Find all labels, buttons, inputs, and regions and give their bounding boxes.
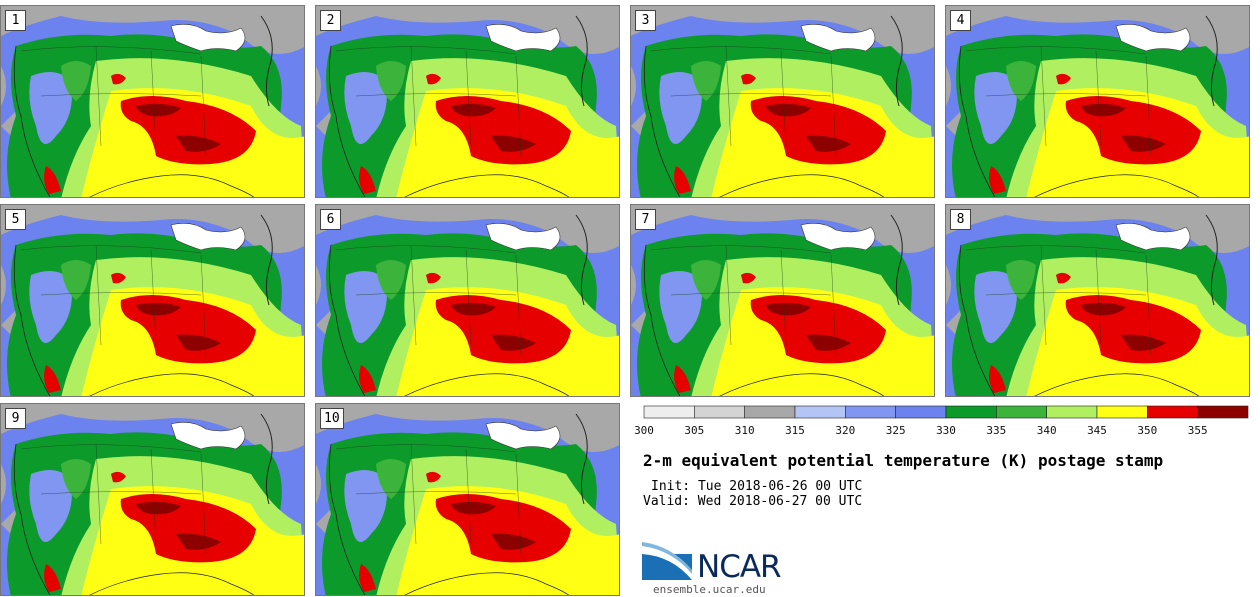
ensemble-member-map: 5: [0, 204, 305, 397]
colorbar-tick-label: 330: [936, 424, 956, 437]
member-number-label: 2: [320, 10, 341, 31]
ncar-logo-icon: [642, 542, 692, 580]
colorbar-tick-label: 350: [1137, 424, 1158, 437]
ensemble-member-map: 7: [630, 204, 935, 397]
ensemble-member-map: 1: [0, 5, 305, 198]
map-image: [1, 205, 304, 396]
colorbar-tick-label: 305: [684, 424, 705, 437]
colorbar-segment: [945, 405, 997, 419]
map-image: [1, 6, 304, 197]
init-time: Init: Tue 2018-06-26 00 UTC: [651, 479, 863, 494]
map-image: [316, 205, 619, 396]
colorbar: [643, 405, 1249, 419]
map-image: [631, 205, 934, 396]
valid-time: Valid: Wed 2018-06-27 00 UTC: [643, 494, 863, 509]
member-number-label: 10: [320, 408, 344, 429]
colorbar-tick-label: 300: [634, 424, 654, 437]
figure-title: 2-m equivalent potential temperature (K)…: [643, 451, 1164, 470]
map-image: [946, 6, 1249, 197]
colorbar-tick-label: 315: [785, 424, 805, 437]
ensemble-member-map: 8: [945, 204, 1250, 397]
member-number-label: 1: [5, 10, 26, 31]
map-image: [316, 6, 619, 197]
colorbar-segment: [744, 405, 796, 419]
member-number-label: 6: [320, 209, 341, 230]
colorbar-segment: [794, 405, 846, 419]
map-image: [316, 404, 619, 595]
colorbar-segment: [895, 405, 947, 419]
ensemble-member-map: 4: [945, 5, 1250, 198]
colorbar-tick-label: 310: [734, 424, 755, 437]
colorbar-tick-label: 340: [1036, 424, 1057, 437]
ncar-logo-text: NCAR: [697, 549, 782, 585]
colorbar-tick-label: 325: [885, 424, 906, 437]
member-number-label: 8: [950, 209, 971, 230]
colorbar-segment: [694, 405, 745, 419]
member-number-label: 5: [5, 209, 26, 230]
ensemble-member-map: 3: [630, 5, 935, 198]
member-number-label: 3: [635, 10, 656, 31]
colorbar-segment: [1147, 405, 1198, 419]
map-image: [1, 404, 304, 595]
ensemble-member-map: 6: [315, 204, 620, 397]
colorbar-segment: [1197, 405, 1249, 419]
colorbar-tick-label: 355: [1187, 424, 1208, 437]
ensemble-member-map: 2: [315, 5, 620, 198]
colorbar-tick-label: 320: [835, 424, 856, 437]
colorbar-segment: [1046, 405, 1098, 419]
map-image: [946, 205, 1249, 396]
map-image: [631, 6, 934, 197]
member-number-label: 7: [635, 209, 656, 230]
colorbar-tick-label: 335: [986, 424, 1007, 437]
member-number-label: 4: [950, 10, 971, 31]
ensemble-member-map: 10: [315, 403, 620, 596]
colorbar-segment: [845, 405, 896, 419]
colorbar-segment: [1096, 405, 1148, 419]
colorbar-segment: [643, 405, 695, 419]
ensemble-member-map: 9: [0, 403, 305, 596]
colorbar-segment: [996, 405, 1047, 419]
member-number-label: 9: [5, 408, 26, 429]
colorbar-tick-label: 345: [1087, 424, 1107, 437]
ensemble-url: ensemble.ucar.edu: [653, 583, 766, 596]
